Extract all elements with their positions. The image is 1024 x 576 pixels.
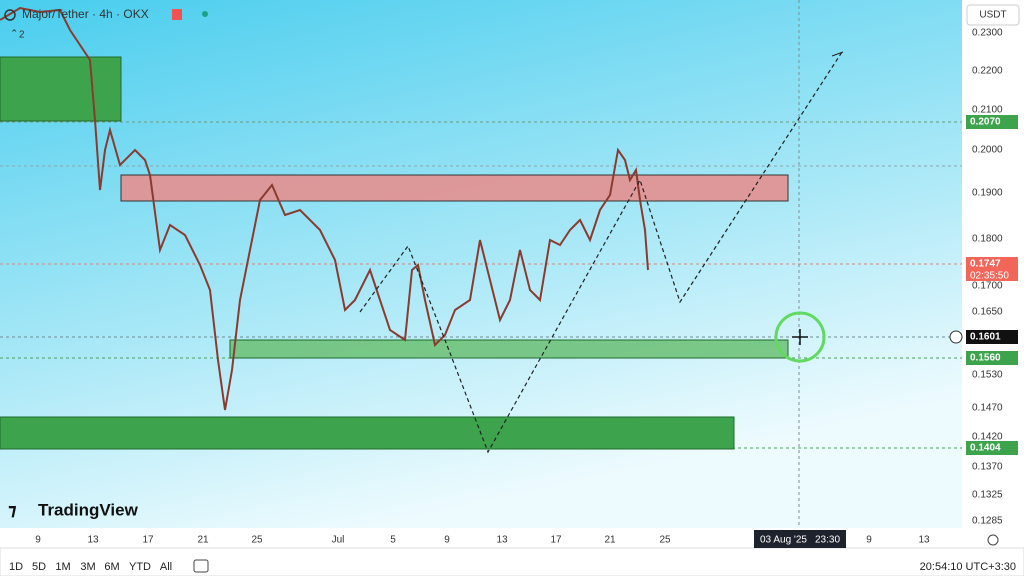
time-label: 17	[142, 535, 154, 546]
arrow-head	[831, 51, 844, 57]
price-label: 0.1800	[972, 234, 1003, 245]
timeframe-button[interactable]: 1M	[55, 561, 70, 573]
price-label: 0.1470	[972, 403, 1003, 414]
crosshair-date: 03 Aug '25	[760, 535, 807, 546]
logo[interactable]: TradingView	[38, 500, 139, 519]
timeframe-button[interactable]: YTD	[129, 561, 151, 573]
price-label: 0.1530	[972, 370, 1003, 381]
crosshair-time: 23:30	[815, 535, 840, 546]
time-label: 9	[444, 535, 450, 546]
price-badge-label: 0.2070	[970, 117, 1001, 128]
time-label: 9	[35, 535, 41, 546]
price-label: 0.1285	[972, 516, 1003, 527]
price-label: 0.2300	[972, 28, 1003, 39]
timeframe-button[interactable]: All	[160, 561, 172, 573]
time-label: 13	[87, 535, 99, 546]
timeframe-button[interactable]: 5D	[32, 561, 46, 573]
cursor-highlight	[774, 311, 826, 363]
bottom-bar	[0, 547, 1024, 576]
supply-zone	[120, 174, 789, 202]
currency-button[interactable]	[966, 4, 1020, 26]
add-alert-icon[interactable]	[949, 330, 963, 344]
price-badge-label: 0.1747	[970, 259, 1001, 270]
price-label: 0.1900	[972, 188, 1003, 199]
demand-zone	[0, 56, 122, 122]
price-label: 0.2000	[972, 145, 1003, 156]
demand-zone	[229, 339, 789, 359]
time-label: 25	[659, 535, 671, 546]
price-badge	[966, 257, 1018, 281]
status-dot	[202, 11, 208, 17]
price-badge-label: 0.1404	[970, 443, 1001, 454]
demand-zone	[0, 416, 735, 450]
price-candles	[0, 6, 649, 411]
settings-icon[interactable]	[987, 534, 999, 546]
time-label: Jul	[332, 535, 345, 546]
price-badge-label: 0.1560	[970, 353, 1001, 364]
price-label: 0.1370	[972, 462, 1003, 473]
symbol-title[interactable]: Major/Tether · 4h · OKX	[22, 7, 149, 21]
logo-mark: ⁊	[8, 500, 17, 519]
timeframe-button[interactable]: 6M	[104, 561, 119, 573]
price-badge	[966, 330, 1018, 344]
flag-icon[interactable]	[172, 9, 182, 20]
price-badge	[966, 351, 1018, 365]
indicator-count[interactable]: 2	[19, 30, 25, 41]
price-label: 0.1325	[972, 490, 1003, 501]
time-label: 21	[197, 535, 209, 546]
price-badge	[966, 441, 1018, 455]
date-range-icon[interactable]	[193, 559, 209, 573]
time-label: 5	[390, 535, 396, 546]
price-label: 0.2200	[972, 66, 1003, 77]
price-label: 0.1700	[972, 281, 1003, 292]
price-label: 0.1420	[972, 432, 1003, 443]
price-badge	[966, 115, 1018, 129]
time-label: 25	[251, 535, 263, 546]
time-label: 17	[550, 535, 562, 546]
time-label: 13	[918, 535, 930, 546]
symbol-icon	[4, 9, 16, 21]
currency-label[interactable]: USDT	[979, 10, 1006, 21]
projection-path	[359, 51, 843, 454]
timeframe-button[interactable]: 1D	[9, 561, 23, 573]
timeframe-button[interactable]: 3M	[80, 561, 95, 573]
countdown: 02:35:50	[970, 271, 1009, 282]
time-label: 9	[866, 535, 872, 546]
time-label: 13	[496, 535, 508, 546]
indicator-toggle[interactable]: ⌃	[10, 29, 18, 40]
price-label: 0.1650	[972, 307, 1003, 318]
crosshair-time-badge	[754, 530, 846, 548]
clock[interactable]: 20:54:10 UTC+3:30	[920, 561, 1016, 573]
price-badge-label: 0.1601	[970, 332, 1001, 343]
time-label: 21	[604, 535, 616, 546]
price-label: 0.2100	[972, 105, 1003, 116]
